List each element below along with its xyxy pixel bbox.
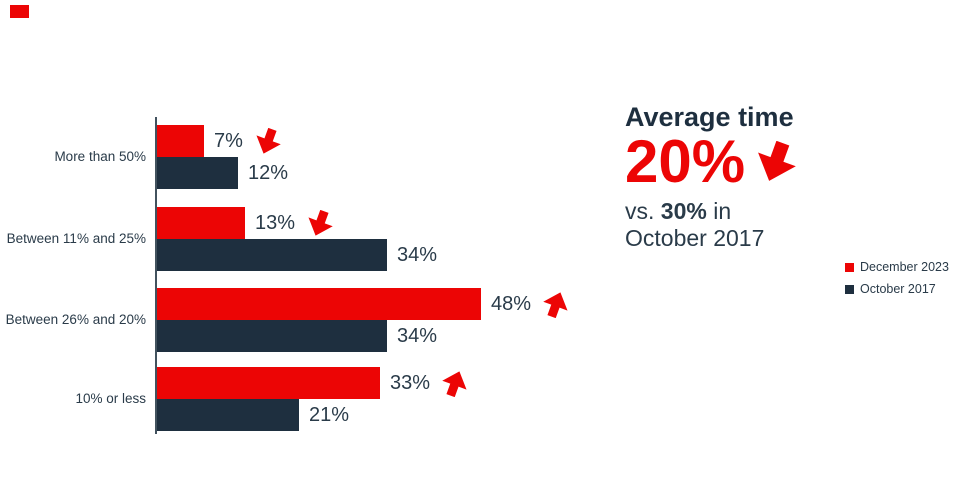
bar-october-2017 <box>157 399 299 431</box>
summary-value: 20% <box>625 128 746 195</box>
comparison-suffix: in <box>706 198 732 224</box>
value-label-december-2023: 7% <box>214 125 283 157</box>
value-text: 34% <box>397 324 438 347</box>
comparison-line2: October 2017 <box>625 225 765 251</box>
legend-item-october-2017: October 2017 <box>845 282 949 296</box>
trend-up-icon <box>442 370 467 397</box>
trend-down-icon <box>308 209 333 236</box>
value-text: 7% <box>214 129 243 152</box>
trend-down-icon <box>256 127 281 154</box>
category-label: More than 50% <box>54 149 146 164</box>
bar-october-2017 <box>157 157 238 189</box>
bar-december-2023 <box>157 125 204 157</box>
comparison-value: 30% <box>660 198 707 224</box>
legend-item-december-2023: December 2023 <box>845 260 949 274</box>
big-trend-down-icon <box>753 141 799 183</box>
bar-december-2023 <box>157 367 380 399</box>
summary-title: Average time <box>625 102 794 132</box>
value-text: 34% <box>397 243 438 266</box>
legend-label: October 2017 <box>860 282 936 296</box>
value-label-october-2017: 12% <box>248 157 288 189</box>
trend-down-icon <box>758 141 796 181</box>
summary-comparison: vs. 30% in October 2017 <box>625 198 799 252</box>
legend-swatch-december-2023-icon <box>845 262 854 272</box>
category-label: Between 11% and 25% <box>6 231 146 246</box>
summary-panel: Average time 20% vs. 30% in October 2017 <box>625 102 799 252</box>
value-label-december-2023: 33% <box>390 367 470 399</box>
chart-y-axis-line <box>155 117 157 434</box>
value-label-december-2023: 13% <box>255 207 335 239</box>
brand-corner-square <box>10 5 29 18</box>
value-label-october-2017: 21% <box>309 399 349 431</box>
value-text: 33% <box>390 371 431 394</box>
bar-december-2023 <box>157 288 481 320</box>
legend-swatch-october-2017-icon <box>845 284 854 294</box>
category-label: Between 26% and 20% <box>5 312 146 327</box>
value-text: 12% <box>248 161 289 184</box>
category-label: 10% or less <box>75 391 146 406</box>
trend-up-icon <box>543 291 568 318</box>
chart-legend: December 2023 October 2017 <box>845 260 949 304</box>
value-text: 21% <box>309 403 350 426</box>
bar-october-2017 <box>157 320 387 352</box>
summary-value-row: 20% <box>625 128 799 195</box>
legend-label: December 2023 <box>860 260 949 274</box>
comparison-prefix: vs. <box>625 198 661 224</box>
value-label-october-2017: 34% <box>397 239 437 271</box>
bar-chart: More than 50% 7% 12% Between 11% and 25% 13%… <box>5 117 571 434</box>
value-text: 13% <box>255 211 296 234</box>
bar-october-2017 <box>157 239 387 271</box>
value-text: 48% <box>491 292 532 315</box>
value-label-december-2023: 48% <box>491 288 571 320</box>
bar-december-2023 <box>157 207 245 239</box>
value-label-october-2017: 34% <box>397 320 437 352</box>
